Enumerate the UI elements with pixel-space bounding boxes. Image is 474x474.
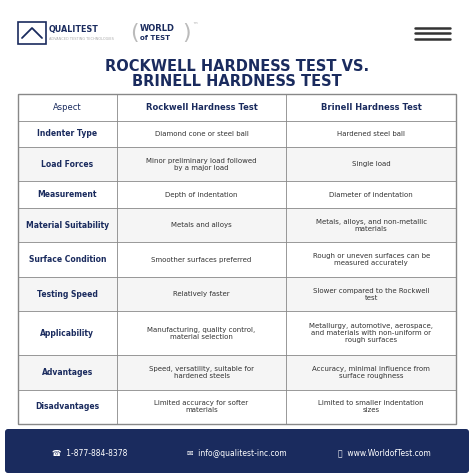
Text: ADVANCED TESTING TECHNOLOGIES: ADVANCED TESTING TECHNOLOGIES [49,36,114,40]
Text: Metals, alloys, and non-metallic
materials: Metals, alloys, and non-metallic materia… [316,219,427,232]
Text: Metals and alloys: Metals and alloys [171,222,232,228]
Bar [18,94,456,424]
Text: ⓘ  www.WorldofTest.com: ⓘ www.WorldofTest.com [337,448,430,457]
Text: Metallurgy, automotive, aerospace,
and materials with non-uniform or
rough surfa: Metallurgy, automotive, aerospace, and m… [309,323,433,343]
Bar [18,208,456,242]
Text: ): ) [182,23,191,43]
Text: Aspect: Aspect [53,103,82,112]
Text: Accuracy, minimal influence from
surface roughness: Accuracy, minimal influence from surface… [312,366,430,379]
Bar [18,355,456,390]
Text: WORLD: WORLD [140,24,175,33]
Text: Rockwell Hardness Test: Rockwell Hardness Test [146,103,257,112]
Text: ✉  info@qualitest-inc.com: ✉ info@qualitest-inc.com [187,448,287,457]
Bar [18,242,456,277]
Text: BRINELL HARDNESS TEST: BRINELL HARDNESS TEST [132,73,342,89]
Text: Advantages: Advantages [42,368,93,377]
Text: Speed, versatility, suitable for
hardened steels: Speed, versatility, suitable for hardene… [149,366,254,379]
Text: ™: ™ [192,23,198,28]
Bar [18,120,456,147]
Text: Rough or uneven surfaces can be
measured accurately: Rough or uneven surfaces can be measured… [313,253,430,266]
Bar [18,390,456,424]
Text: Slower compared to the Rockwell
test: Slower compared to the Rockwell test [313,288,429,301]
Text: Minor preliminary load followed
by a major load: Minor preliminary load followed by a maj… [146,158,257,171]
Text: QUALITEST: QUALITEST [49,25,99,34]
Text: ☎  1-877-884-8378: ☎ 1-877-884-8378 [52,448,128,457]
Text: Disadvantages: Disadvantages [35,402,100,411]
Text: Smoother surfaces preferred: Smoother surfaces preferred [151,256,252,263]
Text: Limited accuracy for softer
materials: Limited accuracy for softer materials [155,400,248,413]
Text: Surface Condition: Surface Condition [28,255,106,264]
Text: Relatively faster: Relatively faster [173,291,230,297]
FancyBboxPatch shape [5,429,469,473]
Text: ROCKWELL HARDNESS TEST VS.: ROCKWELL HARDNESS TEST VS. [105,58,369,73]
Text: Brinell Hardness Test: Brinell Hardness Test [321,103,422,112]
Bar [18,311,456,355]
Text: (: ( [130,23,138,43]
Text: Material Suitability: Material Suitability [26,221,109,230]
Text: Manufacturing, quality control,
material selection: Manufacturing, quality control, material… [147,327,255,340]
Text: Indenter Type: Indenter Type [37,129,97,138]
Bar [18,182,456,208]
Bar [18,22,46,44]
Text: Single load: Single load [352,161,391,167]
Text: Diamond cone or steel ball: Diamond cone or steel ball [155,131,248,137]
Text: Measurement: Measurement [37,190,97,199]
Text: Hardened steel ball: Hardened steel ball [337,131,405,137]
Bar [18,277,456,311]
Text: Diameter of indentation: Diameter of indentation [329,191,413,198]
Text: Depth of indentation: Depth of indentation [165,191,238,198]
Text: Testing Speed: Testing Speed [37,290,98,299]
Bar [18,147,456,182]
Text: Load Forces: Load Forces [41,160,93,169]
Text: Limited to smaller indentation
sizes: Limited to smaller indentation sizes [319,400,424,413]
Text: Applicability: Applicability [40,328,94,337]
Text: of TEST: of TEST [140,35,170,41]
